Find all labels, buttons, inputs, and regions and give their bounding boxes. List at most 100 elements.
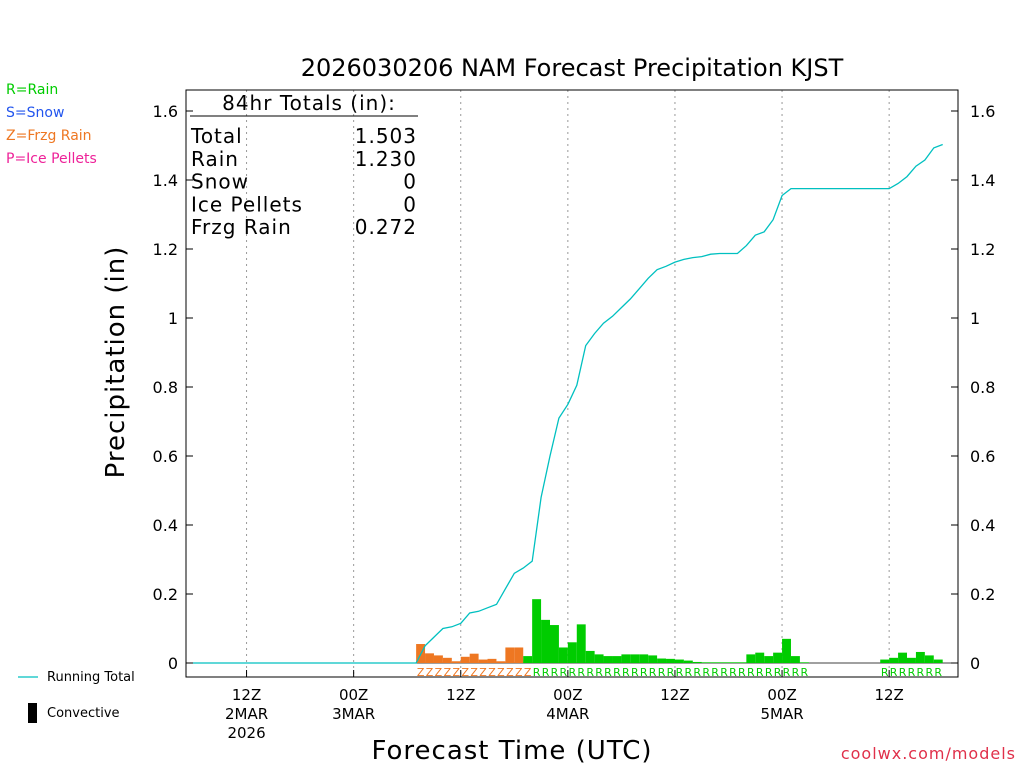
frzg-rain-marker: Z — [524, 666, 532, 679]
y-tick-label-right: 1.6 — [970, 102, 995, 121]
rain-marker: R — [577, 666, 585, 679]
x-tick-label: 4MAR — [546, 705, 589, 723]
y-tick-label-left: 0.8 — [153, 378, 178, 397]
rain-marker: R — [881, 666, 889, 679]
rain-bar — [621, 654, 631, 663]
x-tick-label: 5MAR — [760, 705, 803, 723]
frzg-rain-bar — [460, 656, 470, 663]
rain-marker: R — [934, 666, 942, 679]
x-tick-label: 00Z — [767, 686, 796, 704]
rain-bar — [541, 619, 550, 663]
y-tick-label-right: 1.4 — [970, 171, 995, 190]
y-tick-label-left: 0.6 — [153, 447, 178, 466]
rain-bar — [764, 656, 774, 663]
rain-marker: R — [774, 666, 782, 679]
rain-marker: R — [738, 666, 746, 679]
legend-frzg-rain: Z=Frzg Rain — [6, 128, 92, 144]
frzg-rain-bar — [514, 647, 524, 663]
x-tick-label: 00Z — [553, 686, 582, 704]
rain-marker: R — [586, 666, 594, 679]
y-tick-label-left: 1 — [168, 309, 178, 328]
rain-marker: R — [622, 666, 630, 679]
rain-bar — [746, 654, 756, 663]
rain-bar — [790, 656, 800, 663]
rain-marker: R — [729, 666, 737, 679]
y-tick-label-left: 0.2 — [153, 585, 178, 604]
rain-bar — [603, 656, 613, 663]
rain-bar — [924, 655, 934, 663]
rain-bar — [674, 659, 684, 663]
rain-bar — [701, 662, 711, 663]
rain-marker: R — [917, 666, 925, 679]
frzg-rain-marker: Z — [515, 666, 523, 679]
rain-marker: R — [908, 666, 916, 679]
plot-frame — [185, 89, 959, 678]
legend-ice-pellets: P=Ice Pellets — [6, 151, 97, 167]
totals-row-label: Snow — [191, 170, 249, 194]
x-tick-label: 2MAR — [225, 705, 268, 723]
totals-row-value: 0.272 — [355, 215, 417, 239]
frzg-rain-marker: Z — [479, 666, 487, 679]
rain-marker: R — [604, 666, 612, 679]
running-total-layer — [193, 143, 943, 664]
y-tick-label-right: 1 — [970, 309, 980, 328]
x-tick-label: 12Z — [446, 686, 475, 704]
rain-marker: R — [899, 666, 907, 679]
rain-bar — [907, 657, 916, 663]
rain-bar — [585, 650, 595, 663]
rain-bar — [567, 642, 577, 663]
rain-bar — [657, 658, 667, 663]
x-tick-label: 12Z — [874, 686, 903, 704]
frzg-rain-bar — [505, 647, 515, 663]
totals-row-label: Rain — [191, 147, 239, 171]
rain-marker: R — [765, 666, 773, 679]
convective-key-swatch — [28, 703, 37, 723]
vertical-grid — [246, 90, 890, 677]
y-tick-label-left: 0 — [168, 654, 178, 673]
y-tick-label-right: 0.6 — [970, 447, 995, 466]
rain-marker: R — [702, 666, 710, 679]
rain-bar — [737, 662, 747, 663]
rain-bar — [550, 625, 559, 663]
y-tick-label-right: 0.2 — [970, 585, 995, 604]
rain-bar — [889, 657, 899, 663]
totals-row-label: Total — [190, 124, 243, 148]
x-axis-label: Forecast Time (UTC) — [371, 736, 652, 766]
rain-bar — [594, 654, 604, 663]
rain-marker: R — [595, 666, 603, 679]
frzg-rain-bar — [487, 658, 497, 663]
frzg-rain-marker: Z — [417, 666, 425, 679]
rain-bar — [728, 662, 738, 663]
rain-marker: R — [925, 666, 933, 679]
rain-marker: R — [685, 666, 693, 679]
rain-marker: R — [801, 666, 809, 679]
running-total-line — [193, 143, 943, 664]
rain-bar — [719, 662, 729, 663]
axes — [185, 89, 959, 678]
source-credit: coolwx.com/models — [840, 744, 1016, 763]
rain-bar — [639, 654, 649, 663]
precip-bars — [416, 599, 943, 663]
rain-bar — [799, 662, 809, 663]
x-tick-label: 2026 — [227, 724, 265, 742]
rain-marker: R — [533, 666, 541, 679]
rain-bar — [523, 656, 533, 663]
frzg-rain-bar — [469, 653, 479, 663]
rain-marker: R — [631, 666, 639, 679]
frzg-rain-marker: Z — [426, 666, 434, 679]
frzg-rain-marker: Z — [506, 666, 514, 679]
x-tick-label: 3MAR — [332, 705, 375, 723]
legend-snow: S=Snow — [6, 105, 65, 121]
rain-marker: R — [792, 666, 800, 679]
rain-marker: R — [542, 666, 550, 679]
totals-row-value: 0 — [403, 170, 417, 194]
totals-row-label: Ice Pellets — [191, 192, 303, 216]
frzg-rain-bar — [496, 661, 506, 663]
frzg-rain-bar — [478, 659, 488, 663]
rain-bar — [755, 652, 765, 663]
rain-marker: R — [756, 666, 764, 679]
y-tick-label-right: 0.8 — [970, 378, 995, 397]
